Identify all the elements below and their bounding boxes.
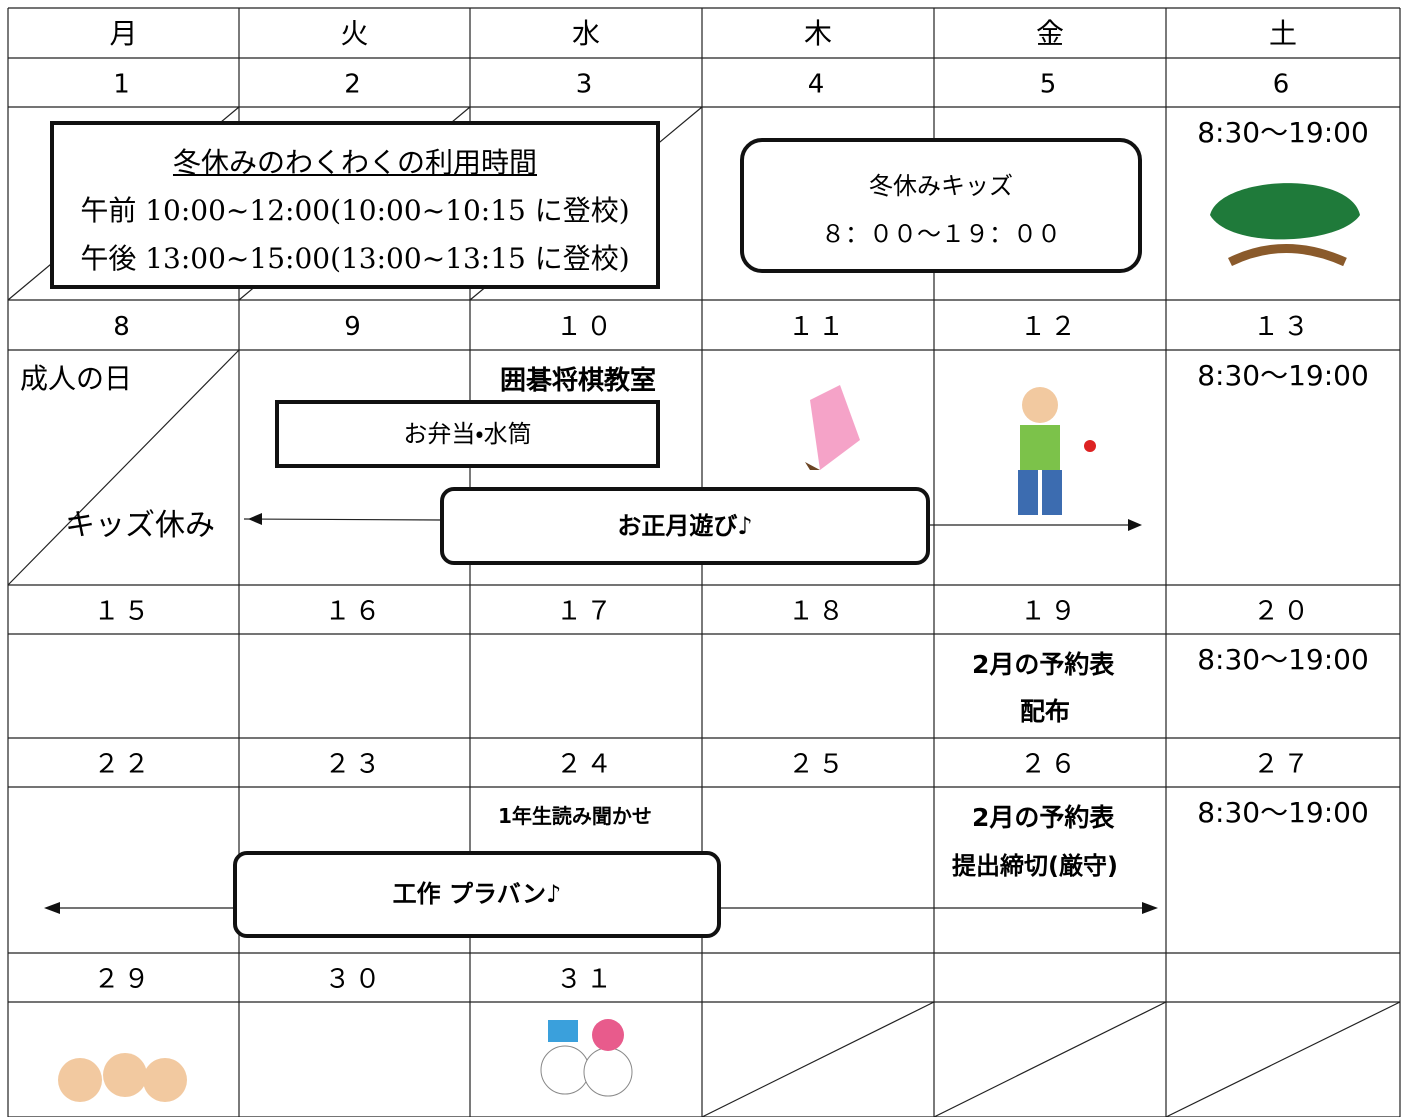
date: ２２ — [93, 750, 153, 780]
event-box: 工作 プラバン♪ — [233, 851, 721, 938]
date: 2 — [344, 70, 365, 100]
weekday: 水 — [572, 17, 600, 50]
box-title: 冬休みのわくわくの利用時間 — [172, 146, 537, 179]
box-line: 午後 13:00~15:00(13:00~13:15 に登校) — [80, 242, 630, 275]
weekday: 月 — [109, 17, 137, 50]
notice: 提出締切(厳守) — [952, 852, 1118, 880]
weekday: 金 — [1036, 17, 1064, 50]
date: ２６ — [1020, 750, 1080, 780]
notice: 2月の予約表 — [972, 650, 1115, 679]
date: １６ — [324, 597, 384, 627]
bring-box: お弁当・水筒 — [275, 400, 660, 468]
hours: 8:30～19:00 — [1197, 643, 1369, 676]
date: １７ — [556, 597, 616, 627]
date: １０ — [556, 312, 616, 342]
holiday: 成人の日 — [20, 362, 133, 395]
date: ２７ — [1253, 750, 1313, 780]
date: ２４ — [556, 750, 616, 780]
date: ３１ — [556, 965, 616, 995]
weekday: 土 — [1269, 17, 1297, 50]
date: 8 — [113, 312, 134, 342]
date: ２５ — [788, 750, 848, 780]
date: １８ — [788, 597, 848, 627]
date: １９ — [1020, 597, 1080, 627]
date: ３０ — [324, 965, 384, 995]
class-note: 1年生読み聞かせ — [498, 804, 652, 828]
date: 3 — [576, 70, 597, 100]
kids-box: 冬休みキッズ ８：００～１９：００ — [740, 138, 1142, 273]
date: 5 — [1040, 70, 1061, 100]
hours: 8:30～19:00 — [1197, 796, 1369, 829]
date: 9 — [344, 312, 365, 342]
kids-icon — [58, 385, 1096, 1102]
closed-note: キッズ休み — [65, 508, 215, 543]
date: 6 — [1273, 70, 1294, 100]
date: １５ — [93, 597, 153, 627]
box-title: 冬休みキッズ — [869, 172, 1013, 200]
date: １３ — [1253, 312, 1313, 342]
date: １１ — [788, 312, 848, 342]
weekday: 木 — [804, 17, 832, 50]
box-line: 午前 10:00~12:00(10:00~10:15 に登校) — [80, 194, 630, 227]
date: １２ — [1020, 312, 1080, 342]
date: ２９ — [93, 965, 153, 995]
hours: 8:30～19:00 — [1197, 116, 1369, 149]
notice: 2月の予約表 — [972, 803, 1115, 832]
hours: 8:30～19:00 — [1197, 359, 1369, 392]
date: 4 — [808, 70, 829, 100]
box-line: ８：００～１９：００ — [821, 220, 1061, 248]
date: ２０ — [1253, 597, 1313, 627]
class-note: 囲碁将棋教室 — [500, 366, 657, 396]
notice: 配布 — [1020, 697, 1071, 726]
winter-hours-box: 冬休みのわくわくの利用時間 午前 10:00~12:00(10:00~10:15… — [50, 121, 660, 289]
event-box: お正月遊び♪ — [440, 487, 930, 565]
date: ２３ — [324, 750, 384, 780]
date: 1 — [113, 70, 134, 100]
weekday: 火 — [340, 17, 368, 50]
pine-icon — [1210, 183, 1360, 267]
